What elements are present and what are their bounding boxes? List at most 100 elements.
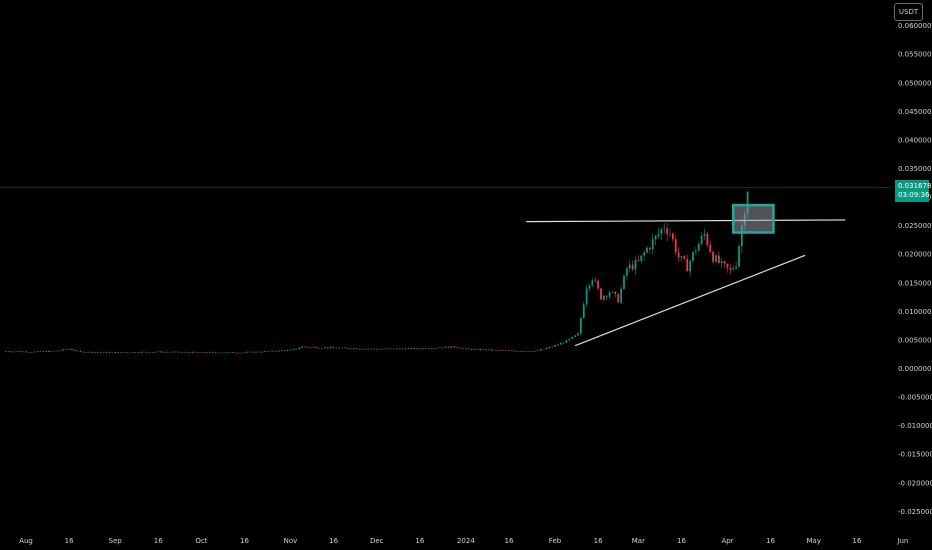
x-tick-label: Jun	[896, 537, 908, 545]
candle-body	[168, 352, 171, 353]
candle-body	[240, 352, 243, 354]
candle-body	[125, 352, 128, 353]
candle-body	[25, 351, 27, 353]
x-tick-label: Dec	[370, 537, 384, 545]
candle-body	[459, 347, 462, 349]
y-tick-label: 0.050000	[898, 79, 931, 87]
candle-body	[602, 295, 605, 300]
candle-body	[7, 351, 10, 352]
candle-body	[191, 351, 194, 353]
candle-body	[565, 340, 568, 343]
candle-body	[378, 349, 381, 350]
candle-body	[726, 263, 729, 268]
candle-body	[347, 348, 349, 349]
x-tick-label: 16	[677, 537, 686, 545]
candle-body	[433, 348, 436, 349]
candle-body	[358, 349, 361, 350]
candle-body	[94, 352, 96, 353]
candle-body	[50, 350, 53, 352]
candle-body	[706, 233, 709, 245]
candle-body	[556, 344, 559, 346]
candle-body	[671, 233, 674, 240]
candle-body	[712, 252, 715, 262]
candle-body	[257, 351, 260, 353]
candle-body	[674, 239, 677, 253]
candle-body	[694, 250, 697, 252]
candle-body	[335, 347, 338, 349]
candle-body	[260, 351, 263, 353]
candle-body	[318, 347, 321, 349]
y-tick-label: 0.025000	[898, 222, 931, 230]
candle-body	[13, 351, 16, 353]
candle-body	[217, 352, 220, 354]
candle-body	[48, 350, 50, 352]
x-tick-label: 16	[852, 537, 861, 545]
candle-body	[562, 342, 565, 344]
candle-body	[105, 351, 108, 353]
candle-body	[278, 350, 280, 352]
candle-body	[703, 233, 706, 236]
candle-body	[735, 266, 738, 269]
candle-body	[372, 348, 375, 350]
candle-body	[39, 351, 42, 353]
candle-body	[56, 350, 59, 352]
candle-body	[102, 351, 105, 353]
candle-body	[717, 255, 720, 264]
candle-body	[329, 347, 332, 349]
candle-body	[71, 349, 73, 351]
candle-body	[390, 348, 393, 350]
y-tick-label: 0.005000	[898, 336, 931, 344]
candle-body	[637, 260, 640, 262]
candle-body	[252, 351, 255, 353]
candle-body	[157, 351, 160, 353]
currency-button[interactable]: USDT	[894, 3, 923, 21]
candle-body	[180, 352, 183, 353]
candle-body	[229, 352, 232, 353]
candle-body	[163, 352, 165, 353]
x-tick-label: 16	[240, 537, 249, 545]
candle-body	[275, 351, 278, 352]
candle-body	[427, 348, 430, 350]
candle-body	[269, 350, 272, 352]
candle-body	[19, 351, 22, 353]
candle-body	[738, 245, 740, 267]
candle-body	[559, 343, 562, 345]
candle-body	[528, 351, 531, 353]
candle-body	[160, 351, 163, 353]
candle-body	[214, 352, 217, 353]
candle-body	[522, 351, 525, 352]
candle-body	[510, 350, 513, 352]
candle-body	[145, 351, 148, 353]
candle-body	[487, 349, 490, 351]
candle-body	[462, 348, 464, 350]
candle-body	[246, 351, 249, 353]
candle-body	[85, 352, 88, 353]
candle-body	[516, 351, 519, 352]
candle-body	[476, 348, 479, 350]
candle-body	[657, 233, 660, 236]
candle-body	[723, 261, 726, 264]
candle-body	[226, 352, 229, 353]
x-tick-label: May	[807, 537, 821, 545]
x-tick-label: 16	[594, 537, 603, 545]
candle-body	[209, 352, 211, 353]
candle-body	[200, 352, 203, 353]
candle-body	[485, 349, 487, 351]
candle-body	[249, 351, 252, 353]
y-tick-label: 0.010000	[898, 308, 931, 316]
resistance-trendline	[526, 219, 846, 223]
y-tick-label: 0.000000	[898, 365, 931, 373]
candle-body	[232, 352, 234, 353]
candle-body	[220, 352, 223, 354]
candle-body	[444, 346, 447, 348]
candle-body	[605, 295, 608, 297]
candle-body	[490, 349, 493, 351]
candle-body	[395, 348, 398, 350]
candle-body	[234, 352, 237, 354]
y-tick-label: -0.010000	[898, 422, 932, 430]
candle-body	[439, 347, 441, 349]
x-tick-label: 2024	[457, 537, 475, 545]
candle-countdown: 03:09:36	[898, 191, 930, 199]
y-tick-label: -0.020000	[898, 479, 932, 487]
